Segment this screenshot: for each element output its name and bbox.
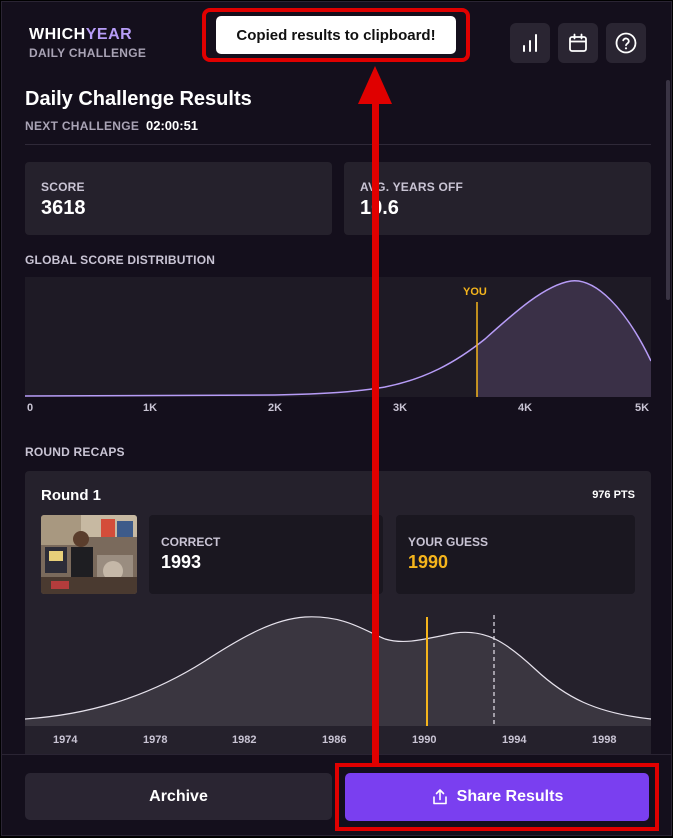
your-guess-card: YOUR GUESS 1990 <box>396 515 635 594</box>
photo-image <box>41 515 137 594</box>
share-results-button[interactable]: Share Results <box>345 773 649 821</box>
calendar-icon <box>569 33 587 52</box>
round-title: Round 1 <box>41 487 101 504</box>
avg-years-off-value: 10.6 <box>360 197 399 219</box>
dist-tick: 0 <box>27 402 34 414</box>
brand-title: WHICHYEAR <box>29 26 133 43</box>
dist-tick: 4K <box>518 402 533 414</box>
next-challenge-label: NEXT CHALLENGE <box>25 119 140 133</box>
distribution-label: GLOBAL SCORE DISTRIBUTION <box>25 253 216 267</box>
help-icon <box>615 32 637 54</box>
dist-tick: 1K <box>143 402 158 414</box>
correct-year: 1993 <box>161 552 202 572</box>
brand-subtitle: DAILY CHALLENGE <box>29 46 147 60</box>
your-guess-year: 1990 <box>408 552 449 572</box>
score-card: SCORE 3618 <box>25 162 332 235</box>
you-marker-label: YOU <box>463 286 487 298</box>
round-points: 976 PTS <box>592 489 635 501</box>
scrollbar[interactable] <box>666 80 670 300</box>
toast-message: Copied results to clipboard! <box>216 16 456 54</box>
round-year-axis: 1974 1978 1982 1986 1990 1994 1998 <box>25 734 651 748</box>
calendar-button[interactable] <box>558 23 598 63</box>
year-tick: 1978 <box>143 734 168 746</box>
archive-button[interactable]: Archive <box>25 773 332 820</box>
stats-button[interactable] <box>510 23 550 63</box>
round-guess-distribution-chart <box>25 615 651 726</box>
year-tick: 1990 <box>412 734 437 746</box>
share-icon <box>432 789 447 805</box>
year-tick: 1986 <box>322 734 347 746</box>
page-title: Daily Challenge Results <box>25 88 252 110</box>
your-guess-label: YOUR GUESS <box>408 535 489 549</box>
round-recaps-label: ROUND RECAPS <box>25 445 125 459</box>
distribution-curve <box>24 280 652 397</box>
share-button-highlight: Share Results <box>335 763 659 831</box>
year-tick: 1994 <box>502 734 527 746</box>
avg-years-off-label: AVG. YEARS OFF <box>360 180 464 194</box>
dist-tick: 2K <box>268 402 283 414</box>
avg-years-off-card: AVG. YEARS OFF 10.6 <box>344 162 651 235</box>
year-tick: 1998 <box>592 734 617 746</box>
dist-tick: 5K <box>635 402 650 414</box>
top-bar: WHICHYEAR DAILY CHALLENGE Copied results… <box>2 2 671 80</box>
score-label: SCORE <box>41 180 85 194</box>
year-tick: 1974 <box>53 734 78 746</box>
correct-label: CORRECT <box>161 535 221 549</box>
correct-year-card: CORRECT 1993 <box>149 515 383 594</box>
dist-tick: 3K <box>393 402 408 414</box>
year-tick: 1982 <box>232 734 257 746</box>
next-challenge-countdown: 02:00:51 <box>146 118 199 133</box>
bar-chart-icon <box>523 34 537 52</box>
round-photo-thumbnail[interactable] <box>41 515 137 594</box>
footer-bar: Archive Share Results <box>2 754 671 835</box>
score-distribution-chart: YOU <box>24 277 652 397</box>
share-results-label: Share Results <box>456 788 564 805</box>
divider <box>25 144 651 145</box>
distribution-axis: 0 1K 2K 3K 4K 5K <box>25 402 651 416</box>
help-button[interactable] <box>606 23 646 63</box>
brand-logo[interactable]: WHICHYEAR DAILY CHALLENGE <box>29 26 146 60</box>
toast-highlight: Copied results to clipboard! <box>202 8 470 62</box>
round-recap-card: Round 1 976 PTS <box>25 471 651 771</box>
score-value: 3618 <box>41 197 86 219</box>
